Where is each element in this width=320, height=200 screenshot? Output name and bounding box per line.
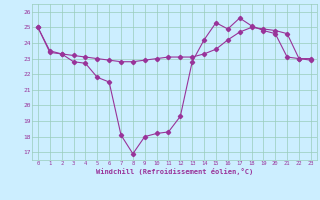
X-axis label: Windchill (Refroidissement éolien,°C): Windchill (Refroidissement éolien,°C) — [96, 168, 253, 175]
